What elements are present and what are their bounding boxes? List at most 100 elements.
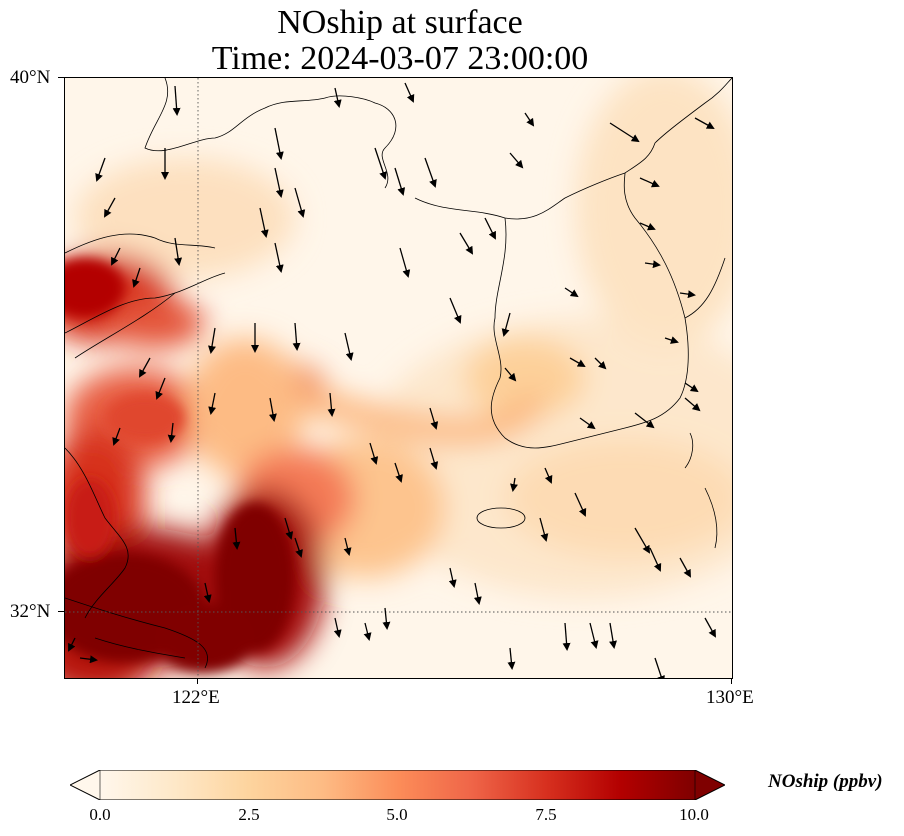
wind-arrow [79, 655, 98, 664]
map-title: NOship at surface [277, 4, 523, 41]
wind-arrow [609, 122, 640, 143]
lat-label-32n: 32°N [10, 601, 51, 622]
wind-arrow [679, 557, 691, 578]
wind-arrow [539, 517, 549, 542]
wind-arrow [544, 467, 553, 484]
colorbar-tick-3: 7.5 [535, 805, 557, 824]
wind-arrow [634, 527, 651, 554]
wind-arrow [501, 312, 511, 337]
wind-arrow [274, 127, 284, 160]
tick-40n [58, 77, 64, 78]
wind-arrow [634, 412, 655, 429]
wind-arrow [429, 447, 439, 470]
colorbar [70, 770, 725, 800]
wind-arrow [524, 112, 535, 127]
wind-arrow [369, 442, 379, 465]
wind-arrow [639, 222, 656, 231]
wind-arrow [694, 117, 715, 129]
wind-arrow [404, 82, 415, 103]
tick-130e [731, 678, 732, 684]
wind-arrow [574, 492, 587, 517]
map-canvas [65, 78, 732, 678]
wind-arrow [382, 607, 391, 630]
wind-arrow [639, 177, 660, 188]
wind-arrow [459, 232, 474, 255]
wind-arrow [374, 147, 387, 180]
wind-arrow [284, 517, 294, 540]
map-time-subtitle: Time: 2024-03-07 23:00:00 [211, 40, 589, 77]
wind-arrow [449, 297, 462, 324]
wind-arrow [95, 157, 106, 182]
map-panel[interactable] [64, 77, 733, 679]
wind-arrow [649, 547, 662, 572]
wind-arrow [139, 357, 151, 378]
colorbar-label: NOship (ppbv) [768, 771, 883, 792]
wind-arrow [343, 537, 352, 556]
wind-arrow [562, 622, 571, 651]
wind-arrow [579, 417, 596, 430]
wind-arrow [268, 397, 277, 422]
wind-arrow [473, 582, 482, 605]
wind-arrow [399, 247, 411, 278]
wind-arrow [104, 197, 116, 218]
colorbar-tick-2: 5.0 [386, 805, 408, 824]
wind-arrow [294, 537, 303, 558]
wind-arrow [504, 367, 517, 382]
wind-arrow [594, 357, 607, 370]
wind-arrow [363, 622, 372, 641]
wind-arrow [394, 462, 403, 483]
wind-arrow [333, 87, 342, 108]
wind-arrow [644, 260, 661, 269]
wind-arrow [292, 322, 301, 351]
gridlines [65, 78, 732, 678]
lon-label-130e: 130°E [706, 687, 754, 708]
wind-arrow [112, 427, 121, 446]
wind-arrow [394, 167, 406, 196]
coastlines [65, 78, 732, 669]
colorbar-tick-0: 0.0 [89, 805, 111, 824]
wind-arrow [429, 407, 439, 430]
wind-arrow [167, 422, 176, 443]
wind-arrow [259, 207, 269, 238]
wind-arrow [509, 152, 524, 169]
wind-arrow [704, 617, 716, 638]
wind-arrow [679, 290, 696, 299]
wind-arrow [448, 567, 457, 588]
wind-vectors [68, 82, 716, 678]
wind-arrow [172, 85, 181, 116]
wind-arrow [208, 327, 216, 354]
wind-arrow [274, 167, 284, 198]
wind-arrow [344, 332, 354, 361]
wind-arrow [327, 392, 336, 417]
lon-label-122e: 122°E [172, 687, 220, 708]
wind-arrow [203, 582, 212, 603]
wind-arrow [132, 267, 141, 288]
wind-arrow [333, 617, 342, 638]
wind-arrow [510, 477, 518, 492]
lat-label-40n: 40°N [10, 67, 51, 88]
wind-arrow [569, 357, 586, 367]
wind-arrow [664, 336, 679, 344]
wind-arrow [111, 247, 121, 266]
wind-arrow [232, 527, 241, 550]
wind-arrow [424, 157, 437, 188]
wind-arrow [609, 622, 617, 649]
wind-arrow [564, 287, 579, 298]
wind-arrow [294, 187, 306, 218]
colorbar-tick-1: 2.5 [238, 805, 260, 824]
colorbar-body [70, 770, 725, 800]
wind-arrow [155, 377, 166, 400]
wind-arrow [684, 397, 701, 412]
wind-arrow [208, 392, 217, 415]
wind-arrow [274, 242, 284, 273]
wind-arrow [654, 657, 665, 678]
wind-arrow [507, 647, 516, 670]
tick-32n [58, 611, 64, 612]
wind-arrow [684, 382, 699, 393]
wind-arrow [174, 237, 183, 266]
wind-arrow [68, 637, 76, 652]
wind-arrow [484, 217, 496, 240]
tick-122e [197, 678, 198, 684]
colorbar-tick-4: 10.0 [679, 805, 709, 824]
wind-arrow [589, 622, 599, 649]
